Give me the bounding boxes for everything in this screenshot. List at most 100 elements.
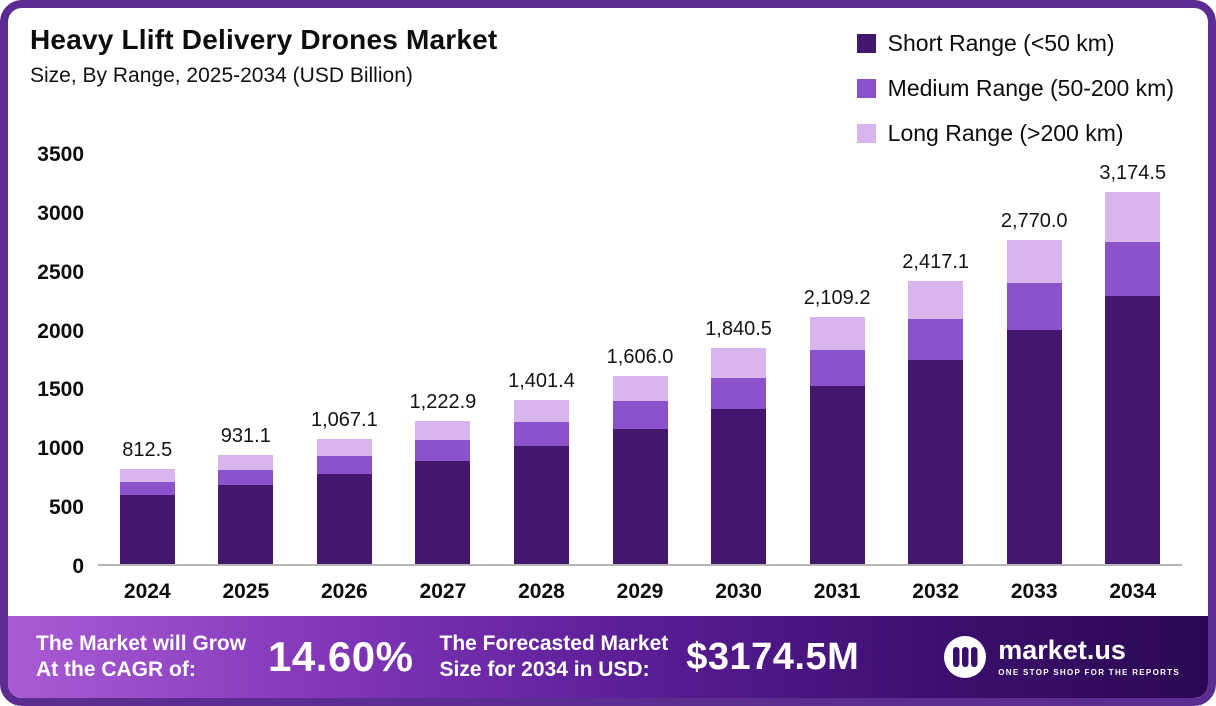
bar-value-label: 1,067.1 — [311, 409, 378, 431]
stacked-bar — [809, 316, 865, 564]
bar-segment — [612, 428, 668, 564]
bar-segment — [1105, 192, 1161, 243]
bar-segment — [908, 360, 964, 564]
bar-value-label: 2,417.1 — [902, 250, 970, 273]
y-tick-label: 1500 — [37, 378, 84, 402]
bar-value-label: 1,401.4 — [508, 369, 575, 392]
bar-segment — [415, 420, 471, 441]
bar-segment — [218, 454, 274, 470]
forecast-value: $3174.5M — [686, 635, 860, 678]
bar-group-2024: 812.5 — [98, 154, 197, 564]
bar-segment — [316, 455, 372, 474]
forecast-label-line2: Size for 2034 in USD: — [439, 658, 650, 681]
y-tick-label: 2500 — [37, 260, 84, 284]
brand: market.us ONE STOP SHOP FOR THE REPORTS — [942, 634, 1180, 680]
y-tick-label: 500 — [48, 496, 84, 520]
footer-banner: The Market will Grow At the CAGR of: 14.… — [8, 616, 1208, 698]
bar-segment — [119, 495, 175, 564]
bar-group-2033: 2,770.0 — [985, 154, 1084, 564]
cagr-label-line2: At the CAGR of: — [36, 658, 196, 681]
bar-segment — [1006, 330, 1062, 564]
x-tick-label: 2032 — [912, 580, 959, 603]
bar-group-2026: 1,067.1 — [295, 154, 394, 564]
bar-value-label: 812.5 — [122, 438, 173, 461]
x-tick-label: 2026 — [321, 580, 368, 603]
bar-value-label: 1,840.5 — [705, 318, 772, 341]
bar-segment — [809, 316, 865, 351]
bar-segment — [809, 350, 865, 387]
bar-group-2030: 1,840.5 — [689, 154, 788, 564]
cagr-value: 14.60% — [268, 633, 414, 680]
stacked-bar — [415, 420, 471, 564]
chart-subtitle: Size, By Range, 2025-2034 (USD Billion) — [30, 64, 413, 87]
y-tick-label: 3000 — [37, 201, 84, 225]
bar-segment — [513, 399, 569, 422]
bar-segment — [612, 375, 668, 402]
bar-group-2025: 931.1 — [197, 154, 296, 564]
brand-tagline: ONE STOP SHOP FOR THE REPORTS — [998, 668, 1180, 677]
x-tick-label: 2031 — [813, 580, 861, 603]
bar-group-2031: 2,109.2 — [788, 154, 887, 564]
stacked-bar — [1006, 239, 1062, 564]
bar-group-2034: 3,174.5 — [1083, 154, 1182, 564]
bar-segment — [711, 408, 767, 564]
stacked-bar — [908, 280, 964, 564]
stacked-bar — [513, 399, 569, 564]
y-tick-label: 0 — [72, 555, 84, 578]
bar-segment — [119, 481, 175, 496]
legend-swatch-icon — [856, 79, 876, 98]
bar-group-2032: 2,417.1 — [886, 154, 985, 564]
bar-segment — [908, 280, 964, 320]
brand-name: market.us — [998, 635, 1126, 665]
forecast-label-line1: The Forecasted Market — [439, 631, 669, 655]
bar-segment — [316, 439, 372, 456]
stacked-bar — [316, 439, 372, 564]
bar-segment — [1006, 239, 1062, 284]
bar-segment — [415, 440, 471, 461]
x-tick-label: 2034 — [1109, 580, 1157, 603]
plot-wrap: 812.5 931.1 1,067.1 1,222.9 1,401.4 1,606.0 1,… — [98, 154, 1182, 604]
forecast-label: The Forecasted Market Size for 2034 in U… — [440, 631, 669, 684]
chart-content: Heavy Llift Delivery Drones Market Size,… — [8, 8, 1208, 616]
x-tick-label: 2030 — [715, 580, 762, 603]
stacked-bar — [711, 348, 767, 564]
bar-group-2029: 1,606.0 — [591, 154, 690, 564]
bar-segment — [316, 474, 372, 564]
stacked-bar — [218, 454, 274, 564]
bar-value-label: 931.1 — [220, 424, 271, 447]
legend-item-1: Medium Range (50-200 km) — [856, 75, 1174, 102]
chart-title: Heavy Llift Delivery Drones Market — [30, 24, 498, 55]
y-axis: 0 500 1000 1500 2000 2500 3000 3500 — [30, 143, 98, 578]
bar-chart: 0 500 1000 1500 2000 2500 3000 3500 812.5 931.1 1… — [30, 143, 1182, 604]
bar-group-2028: 1,401.4 — [492, 154, 591, 564]
y-tick-label: 1000 — [37, 437, 84, 461]
y-tick-label: 2000 — [37, 319, 84, 343]
bar-value-label: 2,770.0 — [1000, 209, 1068, 232]
bar-value-label: 3,174.5 — [1099, 162, 1167, 185]
bar-value-label: 1,606.0 — [606, 345, 674, 368]
bar-value-label: 1,222.9 — [409, 390, 477, 413]
x-tick-label: 2027 — [419, 580, 467, 603]
legend: Short Range (<50 km) Medium Range (50-200… — [856, 30, 1174, 147]
bar-segment — [513, 445, 569, 564]
bar-segment — [415, 460, 471, 564]
bar-segment — [119, 468, 175, 482]
bar-segment — [1006, 283, 1062, 331]
bar-segment — [908, 319, 964, 361]
cagr-label: The Market will Grow At the CAGR of: — [36, 631, 246, 684]
bar-segment — [809, 386, 865, 564]
legend-swatch-icon — [856, 34, 876, 53]
bar-group-2027: 1,222.9 — [394, 154, 493, 564]
x-tick-label: 2025 — [222, 580, 270, 603]
legend-item-0: Short Range (<50 km) — [856, 30, 1174, 57]
legend-item-2: Long Range (>200 km) — [856, 120, 1174, 147]
bar-segment — [711, 377, 767, 409]
bar-segment — [218, 485, 274, 564]
bar-segment — [711, 348, 767, 378]
legend-label: Short Range (<50 km) — [887, 30, 1115, 56]
x-tick-label: 2024 — [123, 580, 171, 603]
stacked-bar — [119, 468, 175, 564]
brand-text: market.us ONE STOP SHOP FOR THE REPORTS — [998, 635, 1180, 678]
x-tick-label: 2033 — [1010, 580, 1058, 603]
bar-segment — [218, 469, 274, 486]
